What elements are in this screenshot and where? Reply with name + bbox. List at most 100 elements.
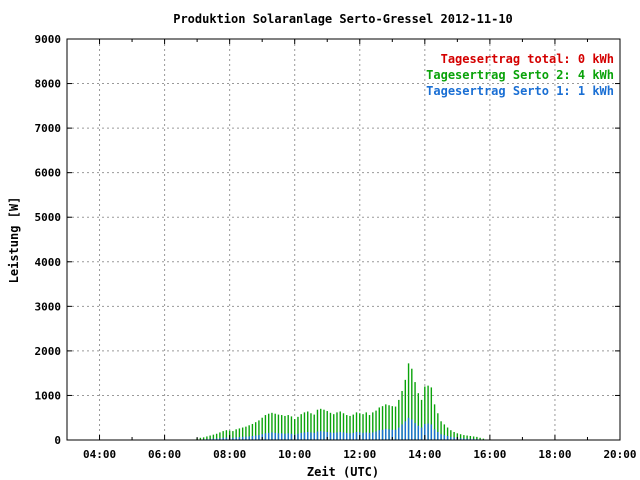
y-tick-label: 3000 xyxy=(35,300,62,313)
bar-series-1 xyxy=(267,413,270,440)
bar-series-1 xyxy=(368,415,371,440)
x-tick-label: 08:00 xyxy=(213,448,246,461)
bar-series-2 xyxy=(401,424,403,440)
bar-series-2 xyxy=(417,425,420,440)
legend-entry: Tagesertrag total: 0 kWh xyxy=(441,52,614,66)
x-tick-label: 10:00 xyxy=(278,448,311,461)
bar-series-2 xyxy=(391,429,393,440)
bar-series-2 xyxy=(320,431,322,440)
bar-series-1 xyxy=(440,421,442,440)
bar-series-2 xyxy=(368,432,371,440)
bar-series-2 xyxy=(427,423,429,440)
bar-series-1 xyxy=(238,428,241,440)
y-tick-label: 0 xyxy=(54,434,61,447)
bar-series-1 xyxy=(420,399,423,440)
bar-series-1 xyxy=(365,412,367,440)
bar-series-1 xyxy=(401,390,403,440)
bar-series-1 xyxy=(404,379,407,440)
bar-series-1 xyxy=(407,363,410,440)
bar-series-2 xyxy=(336,432,338,440)
bar-series-1 xyxy=(385,404,387,440)
bar-series-2 xyxy=(342,432,345,440)
bar-series-2 xyxy=(365,432,367,440)
bar-series-1 xyxy=(446,427,449,440)
bar-series-1 xyxy=(352,414,354,440)
bar-series-1 xyxy=(359,413,361,440)
x-tick-label: 16:00 xyxy=(473,448,506,461)
bar-series-1 xyxy=(254,422,257,440)
x-tick-label: 14:00 xyxy=(408,448,441,461)
bar-series-1 xyxy=(391,406,393,440)
bar-series-2 xyxy=(420,427,423,440)
bar-series-1 xyxy=(287,415,289,440)
bar-series-1 xyxy=(476,436,478,440)
bar-series-2 xyxy=(284,433,286,440)
bar-series-1 xyxy=(245,426,247,440)
chart-title: Produktion Solaranlage Serto-Gressel 201… xyxy=(173,12,513,26)
bar-series-2 xyxy=(411,419,413,440)
bar-series-2 xyxy=(209,438,211,440)
bar-series-1 xyxy=(215,433,218,440)
y-tick-label: 5000 xyxy=(35,211,62,224)
bar-series-1 xyxy=(323,409,325,440)
bar-series-1 xyxy=(206,436,208,440)
bar-series-2 xyxy=(430,424,433,440)
bar-series-1 xyxy=(443,424,446,440)
bar-series-1 xyxy=(235,429,237,440)
bar-series-2 xyxy=(316,431,319,440)
bar-series-1 xyxy=(333,414,335,440)
bar-series-2 xyxy=(463,438,465,440)
bar-series-1 xyxy=(456,433,459,440)
legend: Tagesertrag total: 0 kWh Tagesertrag Sert… xyxy=(426,52,614,98)
bar-series-1 xyxy=(274,413,276,440)
bar-series-2 xyxy=(443,435,446,440)
bar-series-1 xyxy=(411,368,413,440)
bar-series-1 xyxy=(437,413,439,440)
bar-series-1 xyxy=(294,419,296,440)
bar-series-1 xyxy=(310,413,312,440)
bar-series-2 xyxy=(310,432,312,440)
legend-entry: Tagesertrag Serto 2: 4 kWh xyxy=(426,68,614,82)
bar-series-1 xyxy=(346,415,348,440)
bar-series-2 xyxy=(433,429,436,440)
bar-series-2 xyxy=(424,423,426,440)
bar-series-2 xyxy=(375,431,377,440)
y-tick-label: 2000 xyxy=(35,345,62,358)
bar-series-1 xyxy=(284,415,286,440)
y-tick-label: 6000 xyxy=(35,167,62,180)
bar-series-1 xyxy=(241,427,244,440)
bar-series-2 xyxy=(251,435,254,440)
bar-series-1 xyxy=(472,436,475,440)
bar-series-2 xyxy=(339,431,341,440)
x-axis-label: Zeit (UTC) xyxy=(307,465,379,479)
bar-series-2 xyxy=(225,437,228,440)
bar-series-2 xyxy=(277,433,280,440)
x-tick-label: 06:00 xyxy=(148,448,181,461)
x-tick-label: 12:00 xyxy=(343,448,376,461)
bar-series-1 xyxy=(482,438,485,440)
bar-series-2 xyxy=(398,427,400,440)
legend-entry: Tagesertrag Serto 1: 1 kWh xyxy=(426,84,614,98)
bar-series-1 xyxy=(280,415,283,440)
bar-series-2 xyxy=(362,432,364,440)
bar-series-1 xyxy=(414,382,416,440)
bar-series-1 xyxy=(398,399,400,440)
bar-series-2 xyxy=(472,438,475,440)
bar-series-2 xyxy=(287,433,289,440)
bar-series-1 xyxy=(378,407,380,440)
bar-series-1 xyxy=(264,415,267,440)
bar-series-1 xyxy=(463,435,465,440)
bar-series-2 xyxy=(264,433,267,440)
bar-series-2 xyxy=(222,437,224,440)
bar-series-2 xyxy=(446,435,449,440)
bar-series-2 xyxy=(300,432,302,440)
bar-series-2 xyxy=(271,432,273,440)
bar-series-1 xyxy=(388,405,390,440)
y-tick-label: 4000 xyxy=(35,256,62,269)
bar-series-1 xyxy=(469,435,472,440)
bar-series-1 xyxy=(424,386,426,440)
bar-series-2 xyxy=(394,429,397,440)
bar-series-2 xyxy=(414,423,416,440)
